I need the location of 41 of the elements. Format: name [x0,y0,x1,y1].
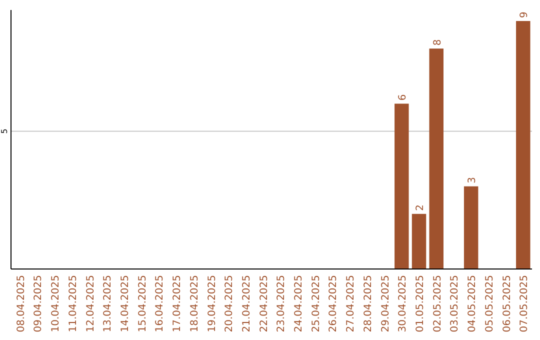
x-tick-label: 02.05.2025 [432,275,444,332]
data-label: 2 [415,204,426,211]
x-tick-label: 22.04.2025 [258,275,270,332]
bar [412,214,426,269]
x-tick-label: 19.04.2025 [206,275,218,332]
bar [429,48,444,269]
x-tick-label: 16.04.2025 [154,275,166,332]
x-tick-label: 25.04.2025 [310,275,322,332]
x-tick-label: 09.04.2025 [33,275,44,332]
bar [516,21,530,269]
x-tick-label: 27.04.2025 [346,275,357,332]
x-tick-label: 15.04.2025 [137,275,148,332]
x-tick-label: 04.05.2025 [467,275,478,332]
x-tick-label: 30.04.2025 [398,275,409,332]
x-tick-label: 07.05.2025 [519,275,530,332]
x-tick-label: 18.04.2025 [189,275,200,332]
x-tick-label: 23.04.2025 [276,275,288,332]
bar [464,186,478,269]
x-tick-label: 10.04.2025 [50,275,62,332]
y-tick-label: 5 [0,128,9,134]
x-tick-label: 21.04.2025 [241,275,252,332]
x-tick-label: 24.04.2025 [294,275,305,332]
x-tick-label: 05.05.2025 [484,275,496,332]
data-label: 3 [467,176,478,184]
data-label: 9 [519,12,530,18]
x-tick-label: 17.04.2025 [172,275,184,332]
x-tick-label: 03.05.2025 [450,275,461,332]
x-tick-label: 28.04.2025 [362,275,374,332]
x-tick-label: 01.05.2025 [415,275,426,332]
x-tick-label: 14.04.2025 [120,275,131,332]
x-tick-label: 29.04.2025 [380,275,392,332]
x-tick-label: 20.04.2025 [224,275,236,332]
data-label: 6 [398,94,409,101]
x-tick-label: 12.04.2025 [85,275,96,332]
x-tick-label: 11.04.2025 [68,275,79,332]
data-label: 8 [432,39,444,46]
x-tick-label: 06.05.2025 [502,275,513,332]
x-tick-label: 13.04.2025 [102,275,114,332]
bar [394,104,409,269]
x-tick-label: 26.04.2025 [328,275,340,332]
x-tick-label: 08.04.2025 [16,275,27,332]
